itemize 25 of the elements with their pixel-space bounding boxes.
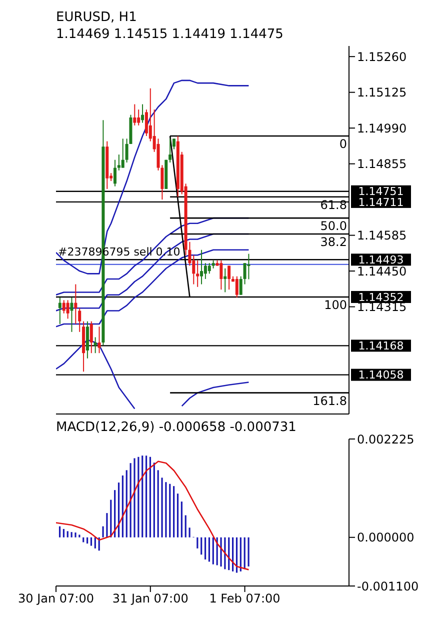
y-tick-label: 1.14855	[357, 157, 407, 172]
chart-title: EURUSD, H1	[56, 10, 137, 25]
x-tick-label: 1 Feb 07:00	[209, 592, 280, 606]
annotation: 161.8	[312, 394, 347, 408]
x-tick-label: 30 Jan 07:00	[18, 592, 94, 606]
ref-line-label: 1.14751	[358, 185, 404, 198]
ref-line-label: 1.14058	[358, 368, 404, 382]
y-tick-label: 0.002225	[357, 432, 414, 446]
annotation: 38.2	[320, 234, 347, 249]
y-tick-label: 0.000000	[357, 530, 414, 545]
ref-line-label: 1.14493	[358, 254, 404, 266]
x-tick-label: 31 Jan 07:00	[112, 592, 188, 606]
ref-line-label: 1.14168	[358, 340, 404, 353]
chart-title: MACD(12,26,9) -0.000658 -0.000731	[56, 420, 296, 435]
chart-subtitle: 1.14469 1.14515 1.14419 1.14475	[56, 27, 284, 42]
y-tick-label: 1.15260	[357, 50, 407, 64]
y-tick-label: 1.14450	[357, 264, 407, 278]
y-tick-label: 1.14990	[357, 121, 407, 136]
y-tick-label: 1.14585	[357, 228, 407, 243]
y-tick-label: 1.15125	[357, 86, 407, 100]
ref-line-label: 1.14711	[358, 196, 404, 209]
annotation: 100	[324, 298, 347, 312]
annotation: 50.0	[320, 219, 347, 234]
y-tick-label: -0.001100	[357, 579, 419, 594]
annotation: 0	[339, 137, 347, 152]
